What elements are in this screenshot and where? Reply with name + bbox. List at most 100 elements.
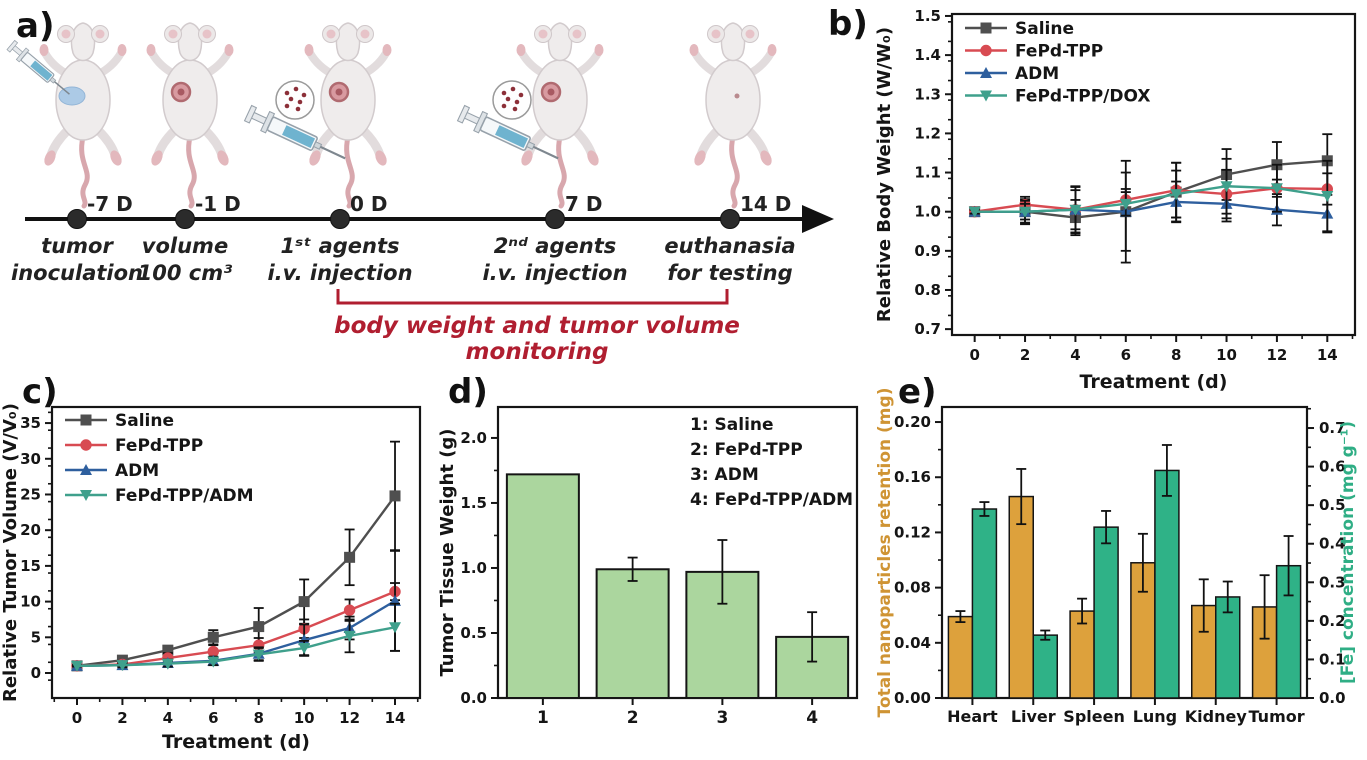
milestone-time-4: 7 D [565, 192, 603, 216]
timeline-dot-5 [720, 209, 740, 229]
legend: Saline FePd-TPP ADM FePd-TPP/ADM [65, 411, 254, 506]
svg-text:35: 35 [20, 414, 41, 432]
svg-text:25: 25 [20, 485, 41, 503]
svg-text:Saline: Saline [115, 411, 174, 431]
svg-text:Saline: Saline [1015, 19, 1074, 39]
milestone-caption-3: 1ˢᵗ agents i.v. injection [267, 234, 413, 285]
svg-text:1.5: 1.5 [460, 494, 487, 512]
svg-text:10: 10 [294, 709, 315, 727]
svg-text:12: 12 [1266, 346, 1287, 364]
healed-site-dot [734, 93, 740, 99]
milestone-caption-1: tumor inoculation [11, 234, 143, 285]
svg-text:0.5: 0.5 [1319, 496, 1346, 514]
svg-text:FePd-TPP: FePd-TPP [1015, 42, 1103, 62]
panel-e-biodistribution-chart: e) 0.00 0.04 0.08 0.12 0.16 0.20 0.0 0.1 0.2 0.3 0… [860, 365, 1367, 760]
svg-text:6: 6 [208, 709, 218, 727]
y-axis-label: Relative Tumor Volume (V/V₀) [0, 403, 21, 702]
timeline-dot-3 [330, 209, 350, 229]
panel-e-label: e) [898, 372, 937, 412]
timeline-dot-1 [67, 209, 87, 229]
svg-text:30: 30 [20, 450, 41, 468]
svg-text:4: 4 [163, 709, 173, 727]
svg-text:2: FePd-TPP: 2: FePd-TPP [690, 440, 803, 460]
svg-text:1.1: 1.1 [914, 164, 941, 182]
panel-c-label: c) [22, 372, 58, 412]
svg-text:5: 5 [31, 628, 41, 646]
axes: 0.7 0.8 0.9 1.0 1.1 1.2 1.3 1.4 1.5 0 2 4 6 8 10 12 14 Tr… [874, 7, 1357, 393]
svg-text:Liver: Liver [1011, 707, 1056, 726]
milestone-time-5: 14 D [740, 192, 792, 216]
tumor-mark-3 [540, 81, 562, 103]
nanoparticle-zoom-icon-2 [492, 80, 532, 120]
svg-text:FePd-TPP: FePd-TPP [115, 436, 203, 456]
svg-text:Spleen: Spleen [1063, 707, 1125, 726]
svg-text:1.3: 1.3 [914, 85, 941, 103]
svg-text:4: 4 [1070, 346, 1080, 364]
svg-text:1.4: 1.4 [914, 46, 941, 64]
milestone-time-2: -1 D [195, 192, 241, 216]
svg-text:0.2: 0.2 [1319, 612, 1346, 630]
svg-text:0.6: 0.6 [1319, 458, 1346, 476]
svg-text:0.16: 0.16 [894, 468, 931, 486]
biodistribution-dual-axis-bar-chart: 0.00 0.04 0.08 0.12 0.16 0.20 0.0 0.1 0.2 0.3 0.4 0… [875, 388, 1358, 726]
mouse-illustration-1 [40, 23, 127, 206]
tumor-volume-line-chart: 0 5 10 15 20 25 30 35 0 2 4 6 8 10 12 14 Treatment (d) Re… [0, 403, 422, 753]
panel-c-tumor-volume-chart: c) 0 5 10 15 20 25 30 35 0 2 4 6 8 10 12 14 Treatment (d… [0, 365, 455, 760]
bars: Heart Liver Spleen Lung Kidney Tumor [947, 444, 1305, 726]
svg-text:4: 4 [806, 708, 818, 728]
milestone-caption-4: 2ⁿᵈ agents i.v. injection [482, 234, 628, 285]
x-axis-label: Treatment (d) [162, 731, 310, 753]
svg-text:6: 6 [1121, 346, 1131, 364]
svg-text:0.08: 0.08 [894, 579, 931, 597]
svg-text:8: 8 [1171, 346, 1181, 364]
svg-text:20: 20 [20, 521, 41, 539]
svg-text:0.00: 0.00 [894, 689, 931, 707]
panel-b-body-weight-chart: b) 0.7 0.8 0.9 1.0 1.1 1.2 1.3 1.4 1.5 0 2 4 6 8 10 12 1… [820, 0, 1367, 400]
svg-text:14: 14 [385, 709, 406, 727]
svg-text:14: 14 [1317, 346, 1338, 364]
svg-text:15: 15 [20, 557, 41, 575]
mouse-illustration-2 [147, 23, 234, 206]
left-axis-label: Total nanoparticles retention (mg) [875, 388, 895, 718]
svg-text:0: 0 [31, 664, 41, 682]
monitoring-bracket [336, 289, 729, 305]
svg-text:0.1: 0.1 [1319, 650, 1346, 668]
axes: 0 5 10 15 20 25 30 35 0 2 4 6 8 10 12 14 Treatment (d) Re… [0, 403, 422, 753]
svg-text:10: 10 [20, 593, 41, 611]
svg-text:1.2: 1.2 [914, 124, 941, 142]
inoculation-site-patch [58, 86, 86, 106]
svg-text:8: 8 [253, 709, 263, 727]
svg-text:1: 1 [537, 708, 549, 728]
svg-text:0.0: 0.0 [460, 689, 487, 707]
svg-text:0.12: 0.12 [894, 523, 931, 541]
svg-text:0.7: 0.7 [1319, 419, 1346, 437]
mouse-illustration-4 [517, 23, 604, 206]
svg-text:0.8: 0.8 [914, 281, 941, 299]
milestone-caption-2: volume 100 cm³ [137, 234, 233, 285]
svg-text:Tumor: Tumor [1249, 707, 1305, 726]
svg-text:12: 12 [339, 709, 360, 727]
svg-text:1.5: 1.5 [914, 7, 941, 25]
svg-text:3: ADM: 3: ADM [690, 465, 759, 485]
svg-text:FePd-TPP/ADM: FePd-TPP/ADM [115, 486, 254, 506]
nanoparticle-zoom-icon-1 [275, 80, 315, 120]
svg-text:2: 2 [1020, 346, 1030, 364]
svg-text:0.7: 0.7 [914, 320, 941, 338]
svg-text:Kidney: Kidney [1185, 707, 1248, 726]
panel-d-tumor-weight-chart: d) 0.0 0.5 1.0 1.5 2.0 Tumor Tissue Weight (g… [435, 365, 895, 760]
svg-text:FePd-TPP/DOX: FePd-TPP/DOX [1015, 87, 1150, 107]
axes: 0.00 0.04 0.08 0.12 0.16 0.20 0.0 0.1 0.2 0.3 0.4 0… [875, 388, 1358, 718]
svg-text:1.0: 1.0 [914, 203, 941, 221]
svg-text:0.20: 0.20 [894, 413, 931, 431]
y-axis-label: Tumor Tissue Weight (g) [437, 428, 458, 676]
y-axis-label: Relative Body Weight (W/W₀) [874, 27, 895, 322]
svg-text:3: 3 [716, 708, 728, 728]
mouse-illustration-5 [690, 23, 777, 206]
svg-text:Lung: Lung [1133, 707, 1177, 726]
svg-text:1.0: 1.0 [460, 559, 487, 577]
svg-text:0.5: 0.5 [460, 624, 487, 642]
bars: 1 2 3 4 [505, 473, 850, 728]
